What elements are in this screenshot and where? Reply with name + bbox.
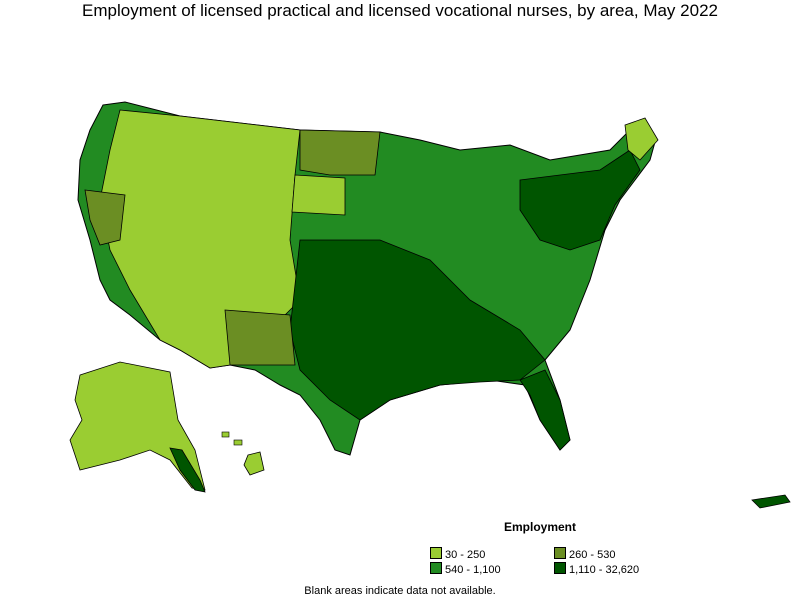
region-olive-california xyxy=(84,189,126,246)
choropleth-map xyxy=(69,101,791,509)
hawaii-island-small-2 xyxy=(233,439,243,446)
legend-item-1: 30 - 250 xyxy=(430,547,485,562)
region-central-dark xyxy=(289,239,546,421)
legend-swatch-2 xyxy=(554,547,566,559)
legend-label-1: 30 - 250 xyxy=(445,549,486,561)
region-florida-dark xyxy=(519,369,571,451)
legend-item-2: 260 - 530 xyxy=(554,547,615,562)
footnote: Blank areas indicate data not available. xyxy=(304,585,496,597)
region-northeast-dark xyxy=(519,149,641,251)
region-olive-northern-plains xyxy=(299,129,381,176)
region-light-south-dakota xyxy=(291,174,346,216)
alaska-southeast-dark xyxy=(169,447,206,493)
legend-swatch-3 xyxy=(430,562,442,574)
hawaii-island-small-1 xyxy=(221,431,230,438)
legend-item-4: 1,110 - 32,620 xyxy=(554,562,639,577)
legend-label-3: 540 - 1,100 xyxy=(445,564,501,576)
region-olive-new-mexico xyxy=(224,309,296,366)
puerto-rico-shape xyxy=(751,494,791,509)
legend-title: Employment xyxy=(504,520,577,534)
legend-swatch-4 xyxy=(554,562,566,574)
alaska-shape xyxy=(69,361,206,491)
region-maine-light xyxy=(624,117,659,161)
legend-item-3: 540 - 1,100 xyxy=(430,562,501,577)
map-title: Employment of licensed practical and lic… xyxy=(82,1,718,20)
legend-label-2: 260 - 530 xyxy=(569,549,616,561)
legend-label-4: 1,110 - 32,620 xyxy=(569,564,640,576)
hawaii-main-island xyxy=(243,451,265,476)
legend-swatch-1 xyxy=(430,547,442,559)
